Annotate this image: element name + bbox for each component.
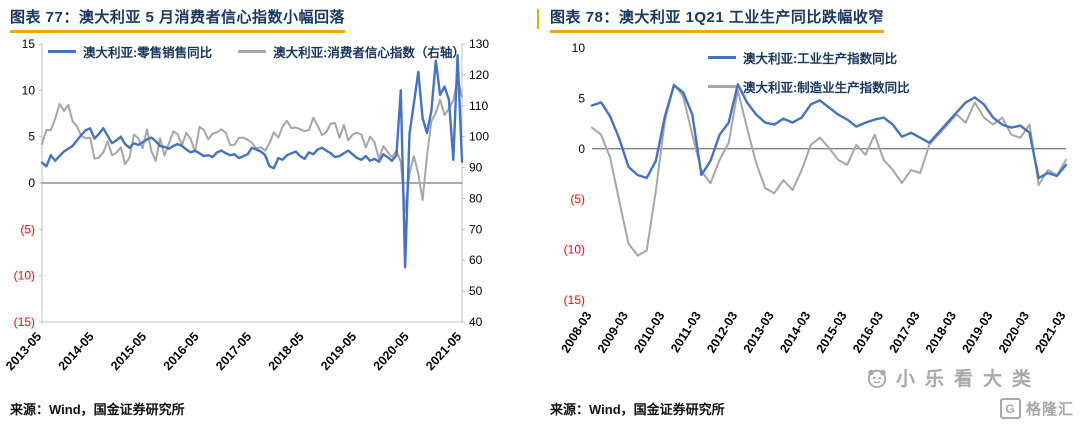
svg-text:2016-03: 2016-03 <box>850 309 886 355</box>
legend-item-manufacturing-production: 澳大利亚:制造业生产指数同比 <box>708 77 910 96</box>
svg-text:2010-03: 2010-03 <box>631 309 667 355</box>
svg-text:0: 0 <box>578 142 585 156</box>
svg-text:0: 0 <box>28 176 35 190</box>
svg-text:2018-05: 2018-05 <box>266 330 307 373</box>
svg-text:60: 60 <box>469 253 483 267</box>
svg-text:2013-03: 2013-03 <box>741 309 777 355</box>
svg-text:90: 90 <box>469 161 483 175</box>
figure-77-source: 来源：Wind，国金证券研究所 <box>10 402 185 417</box>
svg-text:2020-03: 2020-03 <box>996 309 1032 355</box>
svg-text:2018-03: 2018-03 <box>923 309 959 355</box>
figure-77-title: 图表 77：澳大利亚 5 月消费者信心指数小幅回落 <box>10 6 346 33</box>
svg-text:2021-05: 2021-05 <box>423 330 464 373</box>
svg-text:2013-05: 2013-05 <box>3 330 44 373</box>
svg-text:2017-03: 2017-03 <box>887 309 923 355</box>
svg-text:(10): (10) <box>564 243 585 257</box>
svg-text:5: 5 <box>28 130 35 144</box>
legend-item-consumer-confidence: 澳大利亚:消费者信心指数（右轴） <box>238 42 465 61</box>
svg-text:(15): (15) <box>14 315 35 329</box>
svg-text:2021-03: 2021-03 <box>1032 309 1068 355</box>
svg-text:2014-05: 2014-05 <box>56 330 97 373</box>
retail-sales-label: 澳大利亚:零售销售同比 <box>83 46 213 60</box>
svg-text:2017-05: 2017-05 <box>213 330 254 373</box>
svg-text:2015-03: 2015-03 <box>814 309 850 355</box>
gelonghui-logo: G 格隆汇 <box>1000 398 1074 419</box>
panel-figure-78: 图表 78：澳大利亚 1Q21 工业生产同比跌幅收窄 澳大利亚:工业生产指数同比… <box>540 0 1080 429</box>
legend-item-retail-sales: 澳大利亚:零售销售同比 <box>48 42 212 61</box>
watermark: 小乐看大类 <box>866 364 1041 391</box>
figure-78-source: 来源：Wind，国金证券研究所 <box>550 402 725 417</box>
svg-text:(5): (5) <box>570 192 585 206</box>
consumer-confidence-label: 澳大利亚:消费者信心指数（右轴） <box>273 46 465 60</box>
svg-text:2020-05: 2020-05 <box>371 330 412 373</box>
svg-text:2008-03: 2008-03 <box>558 309 594 355</box>
svg-text:80: 80 <box>469 191 483 205</box>
figure-77-legend: 澳大利亚:零售销售同比 澳大利亚:消费者信心指数（右轴） <box>48 42 465 61</box>
svg-text:(5): (5) <box>20 222 35 236</box>
gelonghui-g-icon: G <box>1000 398 1021 419</box>
svg-text:2016-05: 2016-05 <box>161 330 202 373</box>
svg-text:130: 130 <box>469 37 489 51</box>
caption-divider <box>537 9 539 29</box>
svg-text:70: 70 <box>469 222 483 236</box>
consumer-confidence-swatch <box>238 50 267 53</box>
industrial-production-swatch <box>708 56 736 59</box>
manufacturing-production-swatch <box>708 85 736 88</box>
svg-text:110: 110 <box>469 99 488 113</box>
svg-text:5: 5 <box>578 91 585 105</box>
panel-figure-77: 图表 77：澳大利亚 5 月消费者信心指数小幅回落 澳大利亚:零售销售同比 澳大… <box>3 6 489 417</box>
legend-item-industrial-production: 澳大利亚:工业生产指数同比 <box>708 48 897 67</box>
svg-text:10: 10 <box>572 41 586 55</box>
svg-text:2019-03: 2019-03 <box>959 309 995 355</box>
svg-text:(15): (15) <box>564 293 585 307</box>
svg-text:120: 120 <box>469 68 489 82</box>
manufacturing-production-label: 澳大利亚:制造业生产指数同比 <box>743 81 910 95</box>
retail-sales-swatch <box>48 50 76 53</box>
svg-text:2012-03: 2012-03 <box>704 309 740 355</box>
figure-78-legend: 澳大利亚:工业生产指数同比 澳大利亚:制造业生产指数同比 <box>708 48 910 96</box>
mascot-face-icon <box>866 367 888 389</box>
svg-text:50: 50 <box>469 284 483 298</box>
watermark-text: 小乐看大类 <box>896 369 1042 390</box>
svg-text:40: 40 <box>469 315 483 329</box>
svg-text:2015-05: 2015-05 <box>108 330 149 373</box>
svg-text:15: 15 <box>22 37 36 51</box>
industrial-production-label: 澳大利亚:工业生产指数同比 <box>743 52 898 66</box>
svg-text:2011-03: 2011-03 <box>668 309 704 355</box>
svg-text:2014-03: 2014-03 <box>777 309 813 355</box>
svg-text:100: 100 <box>469 130 489 144</box>
figure-78-plot: 10 5 0 (5) (10) (15) 2008-03 2009-03 2010-03 2011… <box>558 41 1068 355</box>
svg-text:2009-03: 2009-03 <box>595 309 631 355</box>
figure-78-title: 图表 78：澳大利亚 1Q21 工业生产同比跌幅收窄 <box>550 6 884 33</box>
svg-text:10: 10 <box>22 83 36 97</box>
svg-text:2019-05: 2019-05 <box>318 330 359 373</box>
figure-77-plot: 151050(5)(10)(15)13012011010090807060504… <box>3 37 489 373</box>
svg-text:(10): (10) <box>14 269 35 283</box>
gelonghui-logo-text: 格隆汇 <box>1026 401 1075 418</box>
